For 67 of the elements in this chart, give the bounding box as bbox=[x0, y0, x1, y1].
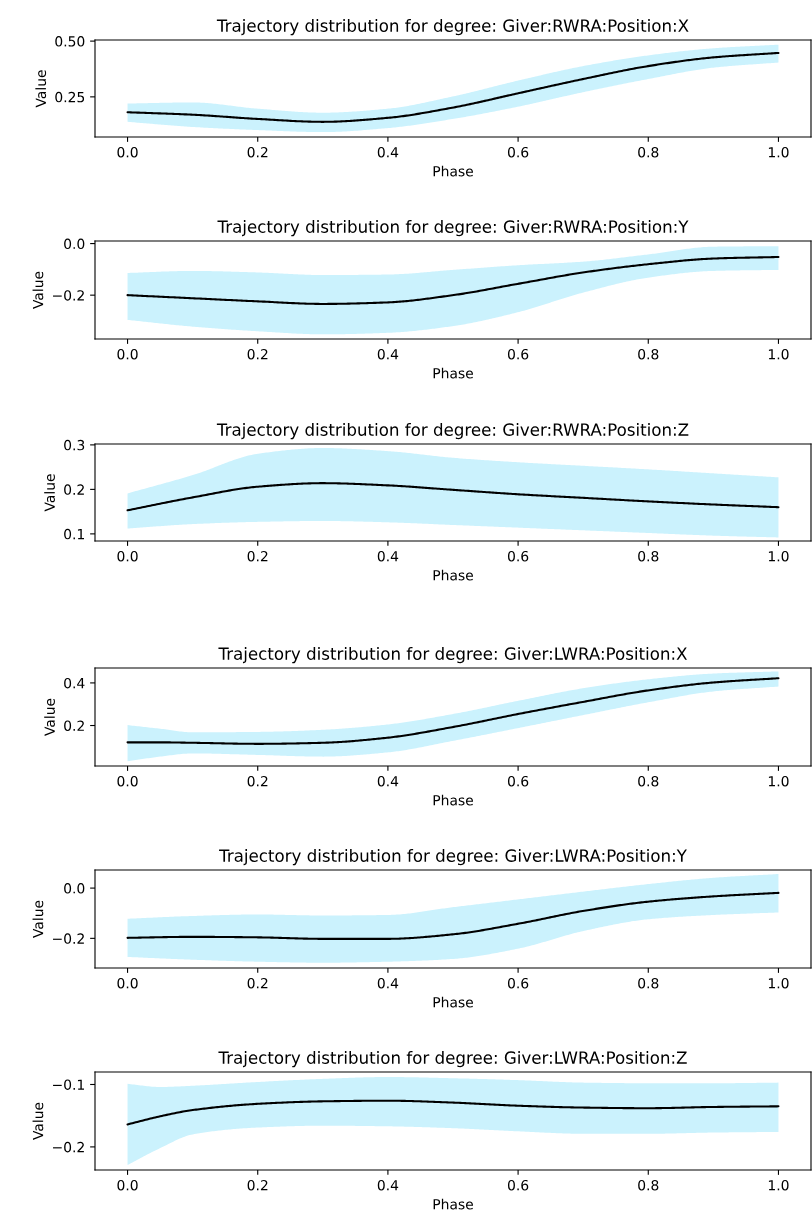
y-axis-title: Value bbox=[44, 474, 55, 512]
x-tick-label: 0.8 bbox=[638, 348, 659, 360]
x-tick-label: 0.6 bbox=[507, 146, 529, 158]
x-tick-label: 0.0 bbox=[117, 1179, 138, 1191]
y-tick-label: 0.4 bbox=[64, 677, 85, 689]
chart-title: Trajectory distribution for degree: Giver:RWRA:Position:X bbox=[216, 19, 689, 36]
y-tick-label: 0.2 bbox=[64, 720, 84, 731]
chart-title: Trajectory distribution for degree: Giver:RWRA:Position:Y bbox=[217, 220, 689, 237]
x-tick-label: 0.6 bbox=[507, 348, 529, 360]
x-tick-label: 0.6 bbox=[507, 977, 529, 989]
y-tick-label: 0.0 bbox=[64, 238, 85, 250]
y-axis-title: Value bbox=[32, 900, 44, 938]
x-tick-label: 0.4 bbox=[377, 1179, 399, 1191]
x-tick-label: 0.0 bbox=[117, 977, 138, 989]
x-tick-label: 0.0 bbox=[117, 146, 138, 158]
x-tick-label: 0.0 bbox=[117, 348, 138, 360]
y-tick-label: 0.0 bbox=[64, 883, 85, 894]
x-tick-label: 1.0 bbox=[768, 146, 789, 158]
x-tick-label: 1.0 bbox=[768, 348, 789, 360]
x-axis-title: Phase bbox=[433, 1198, 473, 1210]
x-tick-label: 0.0 bbox=[117, 550, 138, 562]
x-tick-label: 1.0 bbox=[768, 977, 789, 989]
x-tick-label: 0.2 bbox=[247, 1179, 268, 1191]
chart-title: Trajectory distribution for degree: Giver:LWRA:Position:X bbox=[218, 647, 687, 664]
x-tick-label: 0.8 bbox=[638, 775, 659, 787]
y-tick-label: −0.2 bbox=[53, 1141, 84, 1153]
x-tick-label: 0.2 bbox=[247, 977, 268, 989]
y-tick-label: 0.1 bbox=[64, 528, 84, 540]
x-tick-label: 0.4 bbox=[377, 775, 399, 787]
x-tick-label: 0.2 bbox=[247, 550, 268, 562]
y-tick-label: −0.2 bbox=[53, 933, 84, 944]
x-axis-title: Phase bbox=[433, 996, 473, 1008]
x-tick-label: 0.2 bbox=[247, 146, 268, 158]
y-axis-title: Value bbox=[32, 271, 44, 309]
x-tick-label: 0.6 bbox=[507, 775, 529, 787]
x-tick-label: 1.0 bbox=[768, 550, 789, 562]
x-tick-label: 0.8 bbox=[638, 550, 659, 562]
y-axis-title: Value bbox=[44, 698, 55, 736]
x-tick-label: 0.4 bbox=[377, 348, 399, 360]
x-tick-label: 0.8 bbox=[638, 977, 659, 989]
x-tick-label: 0.4 bbox=[377, 977, 399, 989]
y-axis-title: Value bbox=[32, 1102, 44, 1140]
x-tick-label: 0.6 bbox=[507, 1179, 529, 1191]
y-tick-label: −0.1 bbox=[53, 1079, 84, 1090]
y-tick-label: 0.2 bbox=[64, 484, 84, 495]
x-tick-label: 0.6 bbox=[507, 550, 529, 562]
x-tick-label: 1.0 bbox=[768, 1179, 789, 1191]
y-tick-label: 0.25 bbox=[55, 91, 85, 103]
x-tick-label: 0.0 bbox=[117, 775, 138, 787]
x-tick-label: 0.8 bbox=[638, 1179, 659, 1191]
chart-title: Trajectory distribution for degree: Giver:LWRA:Position:Y bbox=[219, 849, 687, 866]
x-axis-title: Phase bbox=[433, 367, 473, 379]
x-tick-label: 0.4 bbox=[377, 550, 399, 562]
y-tick-label: 0.3 bbox=[64, 439, 85, 451]
x-tick-label: 0.8 bbox=[638, 146, 659, 158]
x-tick-label: 0.2 bbox=[247, 348, 268, 360]
x-tick-label: 0.4 bbox=[377, 146, 399, 158]
y-axis-title: Value bbox=[35, 70, 47, 108]
y-tick-label: 0.50 bbox=[55, 36, 85, 47]
x-tick-label: 1.0 bbox=[768, 775, 789, 787]
x-tick-label: 0.2 bbox=[247, 775, 268, 787]
chart-title: Trajectory distribution for degree: Giver:LWRA:Position:Z bbox=[218, 1051, 687, 1068]
chart-title: Trajectory distribution for degree: Giver:RWRA:Position:Z bbox=[216, 423, 689, 440]
x-axis-title: Phase bbox=[433, 165, 473, 177]
x-axis-title: Phase bbox=[433, 794, 473, 806]
y-tick-label: −0.2 bbox=[53, 290, 84, 301]
x-axis-title: Phase bbox=[433, 569, 473, 581]
